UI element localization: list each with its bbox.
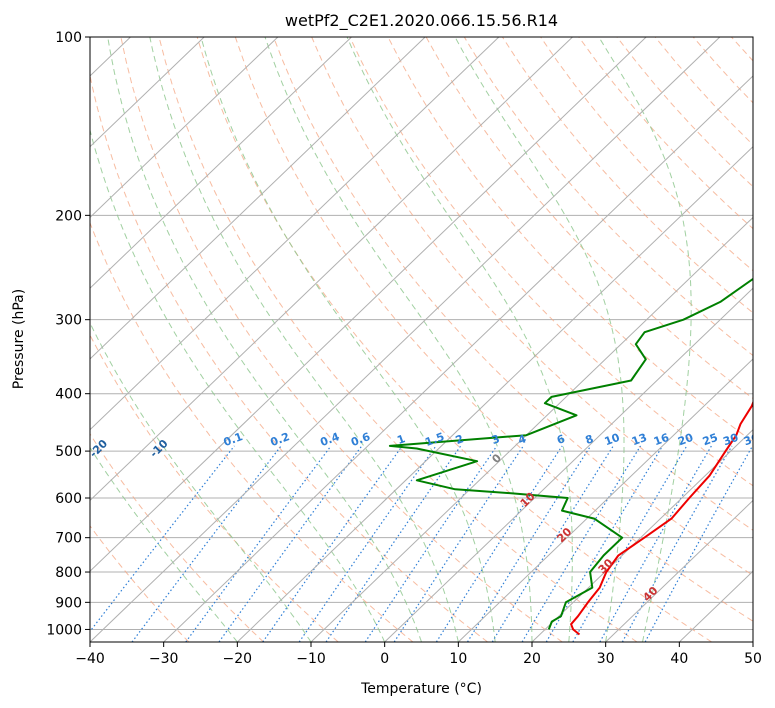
mixing-ratio-label: 10	[603, 431, 622, 449]
mixing-ratio-line	[521, 445, 642, 642]
y-tick-label: 700	[55, 531, 82, 547]
y-axis-ticks: 100 200 300 400 500 600 700 800 900 1000	[46, 30, 90, 638]
isotherm-line	[457, 358, 753, 642]
chart-title: wetPf2_C2E1.2020.066.15.56.R14	[285, 11, 558, 31]
mixing-ratio-line	[491, 445, 614, 642]
mixing-ratio-label: 3	[490, 432, 502, 447]
moist-adiabat-line	[264, 37, 533, 642]
moist-adiabat-line	[598, 37, 692, 642]
y-tick-label: 100	[55, 30, 82, 46]
y-tick-label: 900	[55, 595, 82, 611]
mixing-ratio-label: 25	[701, 431, 720, 448]
isotherm-line	[90, 37, 279, 219]
mixing-ratio-line	[364, 445, 498, 642]
isotherm-line	[90, 37, 500, 431]
mixing-ratio-line	[218, 445, 363, 642]
isotherm-line	[90, 37, 205, 148]
dewpoint-line	[388, 277, 753, 630]
isotherm-line	[384, 287, 753, 642]
dry-adiabat-line	[425, 37, 753, 400]
y-tick-label: 600	[55, 491, 82, 507]
mixing-ratio-line	[298, 445, 437, 642]
mixing-ratio-line	[644, 445, 753, 642]
moist-adiabat-line	[149, 37, 459, 642]
mixing-ratio-label: 0.4	[318, 430, 341, 449]
mixing-ratio-label: 6	[555, 432, 567, 447]
isotherm-line	[90, 37, 426, 360]
x-tick-label: −40	[75, 651, 105, 667]
mixing-ratio-line	[466, 445, 592, 642]
dry-adiabat-line	[90, 333, 339, 642]
isotherm-line	[90, 37, 352, 289]
mixing-ratio-label: 0.2	[269, 430, 292, 449]
isotherms	[90, 37, 753, 642]
profile-series	[388, 277, 753, 636]
mixing-ratio-label: 13	[630, 431, 649, 448]
isotherm-line	[163, 75, 753, 642]
mixing-ratio-line	[621, 445, 733, 642]
x-axis-label: Temperature (°C)	[360, 681, 482, 697]
plot-area: -100-90-80-70-60-50-40-30-20-100.10.20.4…	[90, 37, 761, 642]
isotherm-line	[310, 216, 753, 642]
mixing-ratio-label: 2	[454, 432, 466, 447]
temperature-line	[570, 400, 753, 636]
mixing-ratio-label: 36	[742, 431, 761, 449]
moist-adiabat-line	[200, 37, 496, 642]
isotherm-line	[236, 145, 753, 642]
y-tick-label: 400	[55, 387, 82, 403]
y-tick-label: 500	[55, 444, 82, 460]
y-tick-label: 300	[55, 313, 82, 329]
x-axis-ticks: −40 −30 −20 −10 0 10 20 30 40 50	[75, 642, 762, 667]
dry-adiabat-line	[349, 37, 753, 487]
dry-adiabat-line	[387, 37, 753, 443]
mixing-ratio-label: 0.6	[349, 430, 372, 449]
mixing-ratio-label: 30	[721, 431, 740, 449]
mixing-ratio-label: 16	[652, 431, 671, 449]
y-tick-label: 1000	[46, 622, 82, 638]
mixing-ratio-line	[325, 445, 462, 642]
mixing-ratio-line	[90, 445, 235, 633]
x-tick-label: −20	[223, 651, 253, 667]
mixing-ratio-label: 1.5	[423, 430, 446, 449]
moist-adiabat-line	[454, 37, 625, 642]
dry-adiabat-line	[90, 73, 488, 642]
plot-frame	[89, 36, 754, 643]
y-tick-label: 800	[55, 565, 82, 581]
isotherm-line	[90, 37, 721, 642]
mixing-ratio-line	[435, 445, 563, 642]
y-axis-label: Pressure (hPa)	[11, 289, 27, 389]
isotherm-line	[90, 37, 573, 502]
mixing-ratio-label: 20	[676, 431, 695, 449]
mixing-ratio-label: 0.1	[222, 430, 245, 449]
x-tick-label: 10	[449, 651, 467, 667]
x-tick-label: 50	[744, 651, 762, 667]
isotherm-line	[605, 499, 753, 642]
moist-adiabat-line	[107, 37, 422, 642]
moist-adiabat-line	[90, 128, 386, 642]
mixing-ratio-line	[262, 445, 403, 642]
x-tick-label: −30	[149, 651, 179, 667]
mixing-ratio-label: 8	[584, 432, 596, 447]
y-tick-label: 200	[55, 208, 82, 224]
isotherm-line	[531, 429, 753, 642]
mixing-ratio-label: 1	[395, 432, 407, 447]
mixing-ratio-line	[545, 445, 664, 642]
isotherm-line	[90, 37, 647, 572]
x-tick-label: 30	[597, 651, 615, 667]
x-tick-label: 40	[670, 651, 688, 667]
dry-adiabat-line	[120, 37, 563, 642]
dry-adiabat-line	[158, 37, 638, 642]
mixing-ratio-lines	[90, 445, 753, 642]
mixing-ratio-label: 4	[516, 432, 528, 447]
x-tick-label: 0	[380, 651, 389, 667]
moist-adiabat-line	[90, 446, 238, 642]
x-tick-label: −10	[296, 651, 326, 667]
x-tick-label: 20	[523, 651, 541, 667]
